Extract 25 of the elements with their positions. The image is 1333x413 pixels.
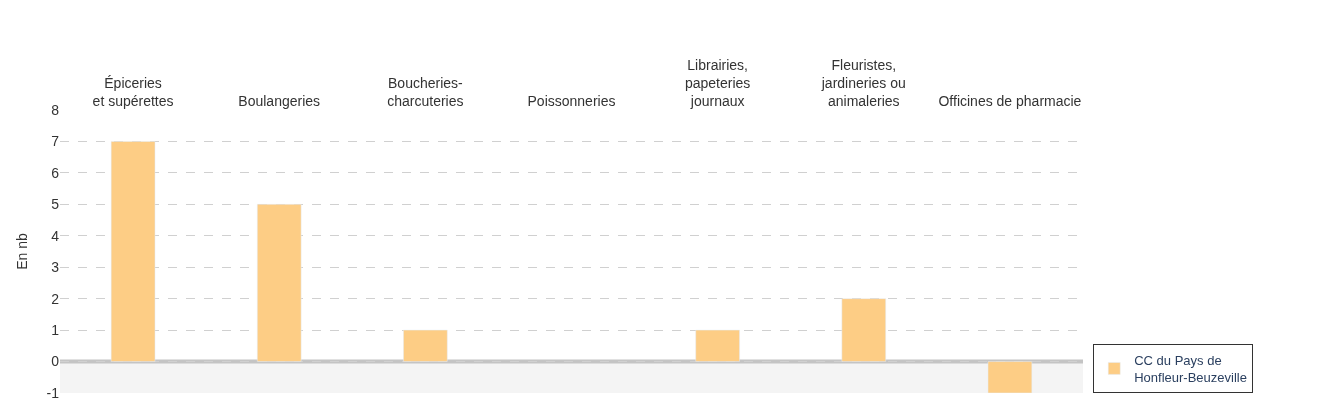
y-tick-label: 8 — [51, 101, 60, 118]
x-tick-label: Épiceries et supérettes — [92, 75, 174, 110]
bar — [110, 141, 156, 362]
x-tick-label: Officines de pharmacie — [938, 93, 1082, 110]
y-tick-label: 4 — [51, 227, 60, 244]
y-tick-label: -1 — [46, 384, 60, 401]
x-tick-label: Librairies, papeteries journaux — [684, 56, 751, 110]
x-tick-label: Poissonneries — [527, 93, 616, 110]
y-tick-label: 0 — [51, 353, 60, 370]
bar — [257, 204, 302, 362]
y-tick-label: 1 — [51, 322, 60, 339]
bar — [841, 298, 886, 362]
x-tick-label: Fleuristes, jardineries ou animaleries — [820, 56, 906, 110]
y-axis-title: En nb — [14, 233, 31, 270]
y-tick-label: 3 — [51, 259, 60, 276]
bar — [403, 329, 448, 362]
x-tick-label: Boucheries- charcuteries — [387, 75, 464, 110]
legend-label: CC du Pays de Honfleur-Beuzeville — [1134, 353, 1247, 385]
bar — [987, 361, 1033, 393]
y-tick-label: 7 — [51, 133, 60, 150]
y-tick-label: 5 — [51, 196, 60, 213]
bar — [695, 329, 740, 362]
y-tick-label: 6 — [51, 164, 60, 181]
x-tick-label: Boulangeries — [238, 93, 321, 110]
y-tick-label: 2 — [51, 290, 60, 307]
